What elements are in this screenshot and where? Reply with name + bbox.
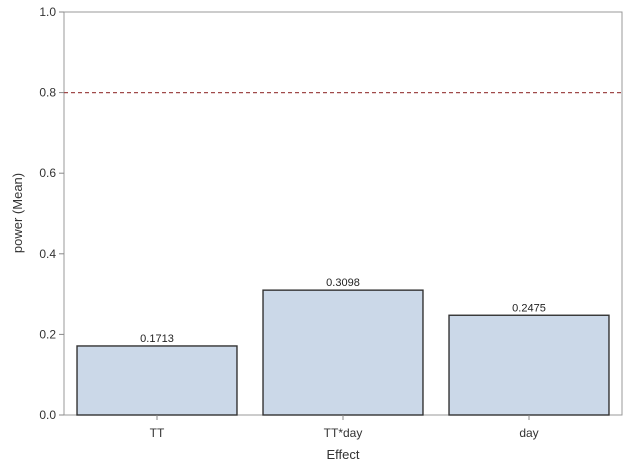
bar-data-label: 0.3098 [326,277,360,289]
x-tick-label: TT [150,426,165,440]
y-tick-label: 0.2 [39,327,56,341]
x-axis: TT TT*day day [150,415,539,440]
y-tick-label: 1.0 [39,5,56,19]
bar [262,289,424,416]
y-tick-label: 0.8 [39,86,56,100]
bars-layer: 0.1713 0.3098 0.2475 [76,277,610,416]
x-tick-label: day [519,426,538,440]
bar-data-label: 0.1713 [140,333,174,345]
y-axis-title: power (Mean) [10,173,25,253]
bar-data-label: 0.2475 [512,302,546,314]
bar [448,314,610,416]
y-axis: 0.0 0.2 0.4 0.6 0.8 1.0 [39,5,64,422]
x-axis-title: Effect [326,447,359,462]
x-tick-label: TT*day [324,426,363,440]
y-tick-label: 0.6 [39,166,56,180]
bar [76,345,238,416]
y-tick-label: 0.4 [39,247,56,261]
y-tick-label: 0.0 [39,408,56,422]
